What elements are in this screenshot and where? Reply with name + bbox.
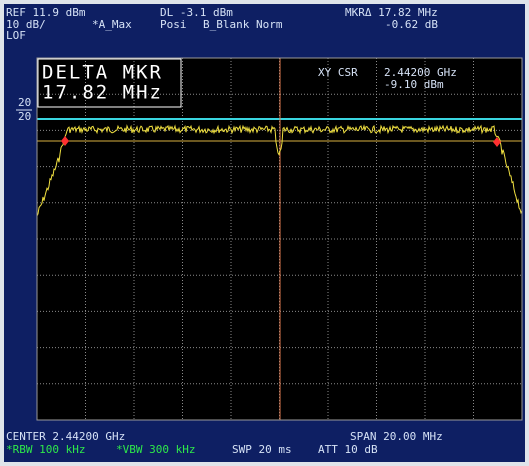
center-freq: CENTER 2.44200 GHz — [6, 430, 125, 443]
cursor-freq: 2.44200 GHz — [384, 66, 457, 79]
rbw: *RBW 100 kHz — [6, 443, 85, 456]
cursor-level: -9.10 dBm — [384, 78, 444, 91]
marker — [493, 137, 501, 147]
trace — [36, 124, 523, 217]
lof: LOF — [6, 29, 26, 42]
ref-level: REF 11.9 dBm — [6, 6, 86, 19]
attenuation: ATT 10 dB — [318, 443, 378, 456]
span: SPAN 20.00 MHz — [350, 430, 443, 443]
trace-mode: *A_Max — [92, 18, 132, 31]
level-top: 20 — [18, 96, 31, 109]
display-line-level: DL -3.1 dBm — [160, 6, 233, 19]
cursor-label: XY CSR — [318, 66, 358, 79]
level-bottom: 20 — [18, 110, 31, 123]
vbw: *VBW 300 kHz — [116, 443, 195, 456]
marker-delta-level: -0.62 dB — [385, 18, 438, 31]
detector: Posi — [160, 18, 187, 31]
sweep: SWP 20 ms — [232, 443, 292, 456]
delta-box — [37, 58, 182, 108]
scale: 10 dB/ — [6, 18, 46, 31]
marker — [61, 136, 69, 146]
delta-value: 17.82 MHz — [42, 82, 163, 104]
marker-delta: MKRΔ 17.82 MHz — [345, 6, 438, 19]
delta-label: DELTA MKR — [42, 62, 163, 84]
blank: B_Blank Norm — [203, 18, 283, 31]
plot-border — [36, 57, 523, 421]
